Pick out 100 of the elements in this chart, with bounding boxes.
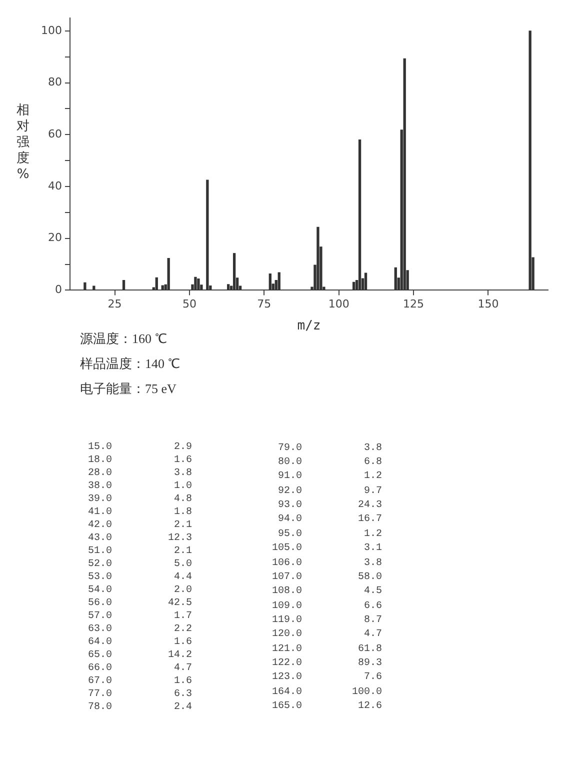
bar <box>394 267 397 290</box>
bar <box>268 274 272 290</box>
text: 61.8 <box>357 642 382 656</box>
text: 119.0 <box>272 614 304 628</box>
x-tick-label: 150 <box>478 298 499 311</box>
y-tick-label: 0 <box>54 283 62 296</box>
text: 4.7 <box>363 628 382 642</box>
text: 4.5 <box>363 585 382 599</box>
bar <box>84 282 86 290</box>
x-axis-title: m/z <box>297 318 321 334</box>
bar <box>403 58 406 290</box>
text: 65.0 <box>88 649 114 662</box>
bar <box>122 280 126 290</box>
text: 2.2 <box>173 623 192 636</box>
text: 106.0 <box>272 556 304 570</box>
bar <box>278 272 280 290</box>
text: 120.0 <box>272 628 304 642</box>
text: 6.8 <box>363 456 382 470</box>
y-axis-title: 相对强度% <box>16 103 30 183</box>
text: 18.0 <box>88 454 114 467</box>
bar <box>352 282 356 290</box>
text: 56.0 <box>88 597 114 610</box>
text: 1.2 <box>363 528 382 542</box>
bar <box>194 276 197 290</box>
text: 2.0 <box>173 584 192 597</box>
text: 3.8 <box>363 556 382 570</box>
text: 样品温度：140 ℃ <box>80 355 181 373</box>
text: 52.0 <box>88 558 114 571</box>
text: 6.6 <box>363 600 382 614</box>
text: 1.0 <box>173 480 192 493</box>
text: 9.7 <box>363 484 382 498</box>
text: 38.0 <box>88 480 114 493</box>
text: 4.8 <box>173 493 192 506</box>
text: 5.0 <box>173 558 192 571</box>
text: 电子能量：75 eV <box>80 380 178 398</box>
text: 3.8 <box>173 467 192 480</box>
text: 16.7 <box>357 513 382 528</box>
x-tick-label: 100 <box>328 298 350 311</box>
text: 51.0 <box>88 545 114 558</box>
bar <box>364 272 368 290</box>
text: 79.0 <box>277 442 304 456</box>
text: 2.4 <box>173 701 192 714</box>
text: 107.0 <box>272 570 304 585</box>
text: 6.3 <box>173 688 192 701</box>
text: 1.6 <box>173 636 192 649</box>
bar <box>161 285 164 290</box>
x-tick-label: 50 <box>182 298 196 311</box>
text: 54.0 <box>88 584 114 597</box>
text: 123.0 <box>272 671 304 686</box>
text: 92.0 <box>277 484 304 498</box>
text: 1.8 <box>173 506 192 519</box>
text: 1.6 <box>173 454 192 467</box>
bar <box>92 286 96 290</box>
text: 3.8 <box>363 442 382 456</box>
x-tick-label: 25 <box>108 298 122 311</box>
y-tick-label: 100 <box>40 24 62 37</box>
x-tick-label: 75 <box>257 298 272 311</box>
text: 42.5 <box>167 597 192 610</box>
text: 89.3 <box>357 657 382 671</box>
x-tick-label: 125 <box>403 298 424 311</box>
text: 121.0 <box>272 642 304 656</box>
text: 94.0 <box>277 513 304 528</box>
text: 1.7 <box>173 610 192 623</box>
text: 8.7 <box>363 614 382 628</box>
text: 64.0 <box>88 636 114 649</box>
text: 122.0 <box>272 657 304 671</box>
text: 39.0 <box>88 493 114 506</box>
text: 108.0 <box>272 585 304 599</box>
text: 3.1 <box>363 542 382 556</box>
y-tick-label: 80 <box>48 76 62 89</box>
text: 2.1 <box>173 545 192 558</box>
text: 78.0 <box>88 701 114 714</box>
text: 1.2 <box>363 470 382 484</box>
text: 91.0 <box>277 470 304 484</box>
bar <box>206 180 209 290</box>
y-tick-label: 20 <box>48 231 62 244</box>
text: 164.0 <box>272 686 304 700</box>
bar <box>167 258 170 290</box>
text: 43.0 <box>88 532 114 545</box>
text: 53.0 <box>88 571 114 584</box>
text: 42.0 <box>88 519 114 532</box>
bar <box>232 253 236 290</box>
text: 1.6 <box>173 675 192 688</box>
text: 28.0 <box>88 467 114 480</box>
text: 109.0 <box>272 600 304 614</box>
text: 100.0 <box>351 686 382 700</box>
text: 165.0 <box>272 700 304 714</box>
text: 57.0 <box>88 610 114 623</box>
text: 2.1 <box>173 519 192 532</box>
text: 95.0 <box>277 528 304 542</box>
text: 14.2 <box>167 649 192 662</box>
text: 105.0 <box>272 542 304 556</box>
text: 15.0 <box>88 441 114 454</box>
text: 2.9 <box>173 441 192 454</box>
text: 67.0 <box>88 675 114 688</box>
text: 41.0 <box>88 506 114 519</box>
text: 4.4 <box>173 571 192 584</box>
bar <box>227 284 230 290</box>
text: 4.7 <box>173 662 192 675</box>
bar <box>316 226 320 290</box>
